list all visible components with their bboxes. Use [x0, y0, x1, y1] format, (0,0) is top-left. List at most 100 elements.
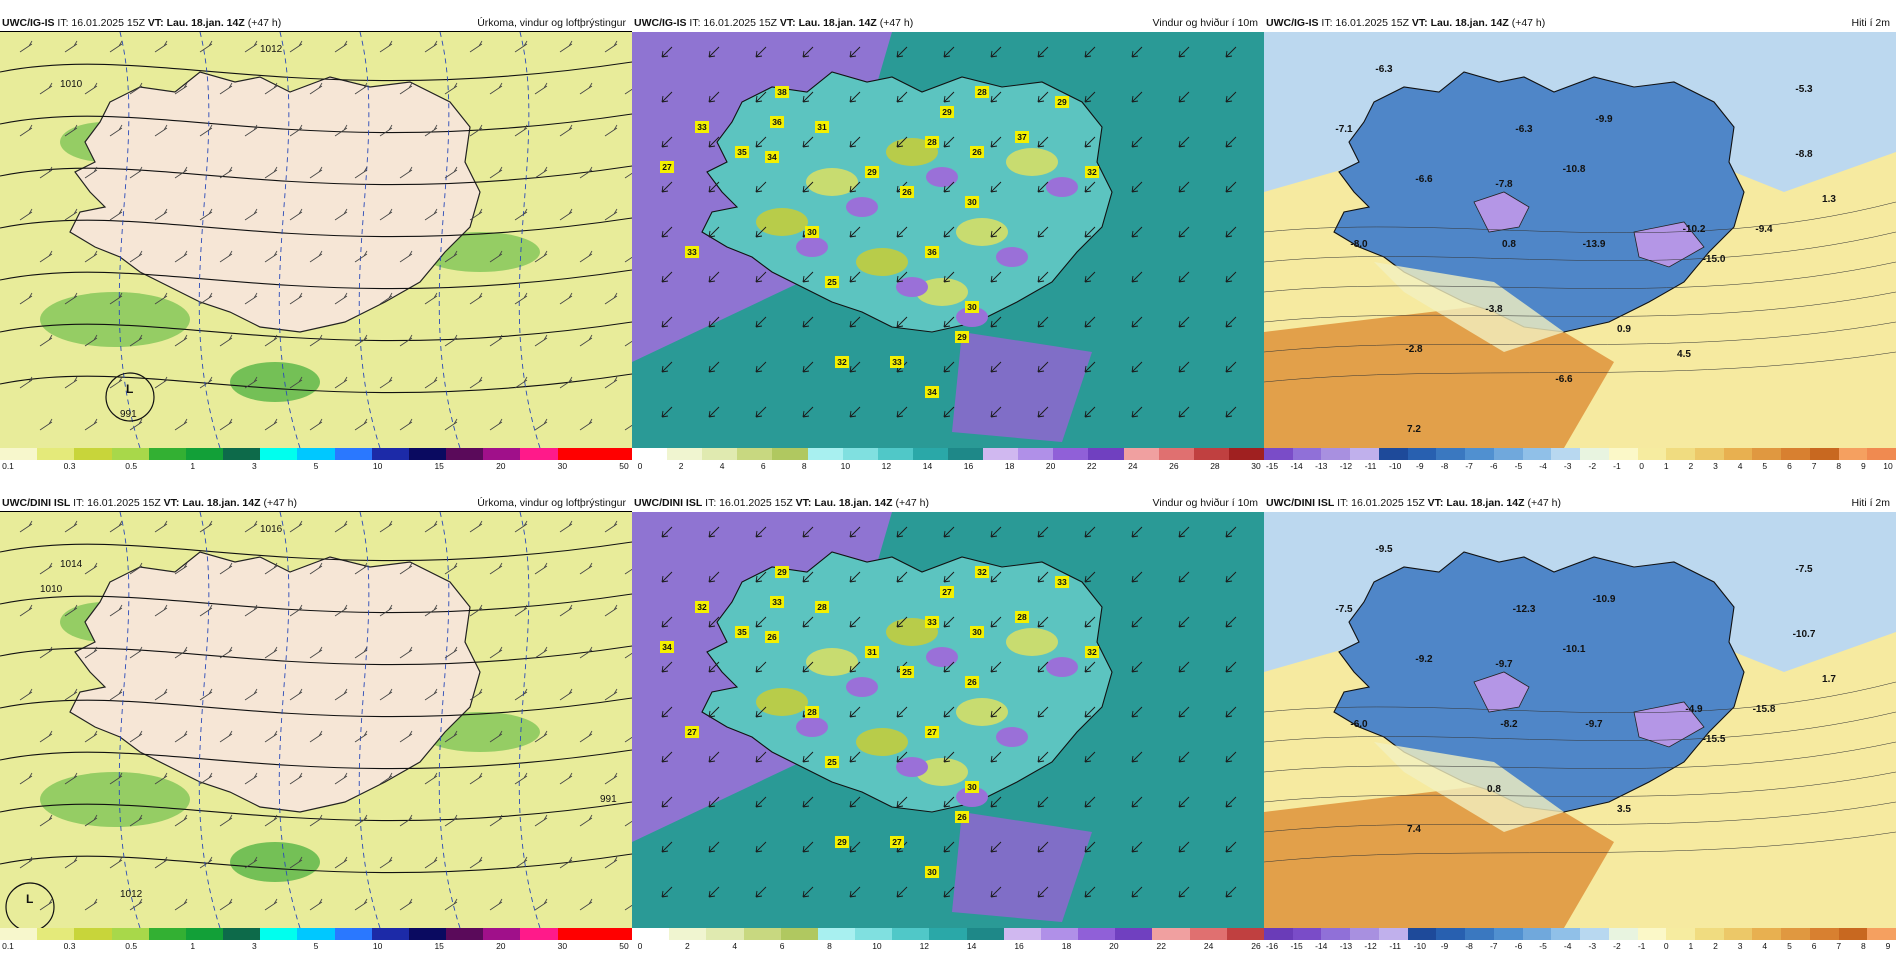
colorbar-tick-label: 20: [1109, 941, 1119, 951]
wind-barb: [264, 730, 278, 743]
colorbar-tick-label: -5: [1514, 461, 1523, 471]
wind-barb: [174, 646, 188, 659]
svg-text:25: 25: [827, 757, 837, 767]
valid-time: VT: Lau. 18.jan. 14Z: [1411, 17, 1509, 29]
svg-text:33: 33: [1057, 577, 1067, 587]
colorbar-swatch: [408, 448, 447, 460]
colorbar-tick-label: 7: [1811, 461, 1817, 471]
wind-arrow: [1178, 571, 1190, 583]
wind-barb: [379, 772, 393, 785]
colorbar-swatch: [260, 448, 298, 460]
map-area[interactable]: 38 36 33 35 34 27 31 33 30 29 25 32 29 28 26 26 30 37 36 29…: [632, 32, 1264, 448]
gust-label: 34: [765, 151, 779, 163]
colorbar-tick-label: 0: [1639, 461, 1644, 471]
wind-arrow: [1037, 571, 1049, 583]
wind-barb: [154, 856, 168, 869]
temperature-label: -3.8: [1485, 304, 1503, 315]
map-area[interactable]: -9.5 -7.5 -9.2 -12.3 -10.9 -9.7 -10.1 -6.0 -8.2 -…: [1264, 512, 1896, 928]
wind-arrow: [708, 361, 720, 373]
map-area[interactable]: -6.3 -7.1 -6.6 -6.3 -9.9 -7.8 -10.8 -8.0 0.8 -13.…: [1264, 32, 1896, 448]
temperature-contour: [518, 32, 541, 448]
wind-barb: [354, 334, 368, 347]
wind-arrow: [849, 616, 861, 628]
map-area[interactable]: 1016 1014 1012 1010 991 L: [0, 511, 633, 929]
colorbar-swatch: [334, 928, 372, 940]
colorbar-tick-label: -7: [1465, 461, 1473, 471]
model-name: UWC/DINI ISL: [2, 497, 71, 509]
wind-speed-area: [796, 237, 828, 257]
colorbar-swatch: [807, 448, 843, 460]
wind-arrow: [943, 91, 955, 103]
colorbar-tick-label: 16: [963, 461, 974, 471]
wind-arrow: [943, 181, 955, 193]
wind-arrow: [1131, 616, 1143, 628]
wind-barb: [19, 688, 33, 701]
gust-label: 25: [825, 276, 839, 288]
wind-arrow: [990, 316, 1002, 328]
panel-title: Vindur og hviður í 10m: [1152, 497, 1258, 509]
temperature-label: -6.6: [1555, 374, 1573, 385]
temperature-label: -9.9: [1595, 114, 1613, 125]
wind-barb: [334, 292, 348, 305]
wind-arrow: [1084, 796, 1096, 808]
colorbar-swatch: [446, 928, 484, 940]
wind-barb: [219, 250, 233, 263]
wind-barb: [579, 166, 593, 179]
wind-barb: [64, 520, 78, 533]
wind-arrow: [755, 841, 767, 853]
model-name: UWC/IG-IS: [1266, 17, 1319, 29]
gust-label: 26: [970, 146, 984, 158]
temperature-label: -9.4: [1755, 224, 1773, 235]
wind-arrow: [990, 886, 1002, 898]
wind-arrow: [1178, 661, 1190, 673]
map-area[interactable]: 1012 1010 991 L: [0, 31, 633, 449]
colorbar-swatch: [1867, 928, 1897, 940]
wind-arrow: [755, 661, 767, 673]
wind-arrow: [943, 226, 955, 238]
init-time: IT: 16.01.2025 15Z: [686, 17, 780, 29]
colorbar-tick-label: 2: [678, 461, 684, 471]
colorbar-tick-label: -13: [1339, 941, 1353, 951]
wind-arrow: [943, 526, 955, 538]
wind-barb: [489, 166, 503, 179]
wind-barb: [199, 772, 213, 785]
svg-text:36: 36: [927, 247, 937, 257]
colorbar-tick-label: 10: [1883, 461, 1893, 471]
gust-label: 28: [815, 601, 829, 613]
wind-arrow: [1037, 886, 1049, 898]
svg-text:26: 26: [967, 677, 977, 687]
map-area[interactable]: 29 33 32 35 26 34 28 27 28 31 25 29 27 33 30 25 26 28 27 26…: [632, 512, 1264, 928]
wind-barb: [154, 208, 168, 221]
wind-barb: [514, 856, 528, 869]
svg-text:36: 36: [772, 117, 782, 127]
wind-barb: [399, 814, 413, 827]
wind-arrow: [990, 361, 1002, 373]
wind-arrow: [990, 46, 1002, 58]
wind-arrow: [708, 571, 720, 583]
map-svg: 38 36 33 35 34 27 31 33 30 29 25 32 29 28 26 26 30 37 36 29…: [632, 32, 1264, 448]
wind-barb: [489, 418, 503, 431]
wind-barb: [559, 604, 573, 617]
isobar: [0, 541, 632, 562]
wind-arrow: [1131, 361, 1143, 373]
wind-barb: [559, 772, 573, 785]
wind-arrow: [990, 136, 1002, 148]
wind-barb: [174, 562, 188, 575]
colorbar-swatch: [37, 448, 75, 460]
wind-barb: [424, 520, 438, 533]
temperature-label: -6.6: [1415, 174, 1433, 185]
colorbar-tick-label: 8: [1860, 941, 1866, 951]
svg-text:27: 27: [892, 837, 902, 847]
wind-arrow: [1178, 616, 1190, 628]
wind-barb: [559, 376, 573, 389]
wind-barb: [624, 88, 632, 95]
svg-text:34: 34: [662, 642, 672, 652]
panel-precip-igis: UWC/IG-IS IT: 16.01.2025 15Z VT: Lau. 18…: [0, 14, 633, 478]
temperature-contour: [518, 512, 541, 928]
wind-barb: [19, 604, 33, 617]
svg-text:29: 29: [1057, 97, 1067, 107]
temperature-label: -10.7: [1793, 629, 1816, 640]
wind-barb: [424, 376, 438, 389]
wind-barb: [559, 688, 573, 701]
wind-barb: [39, 898, 53, 911]
